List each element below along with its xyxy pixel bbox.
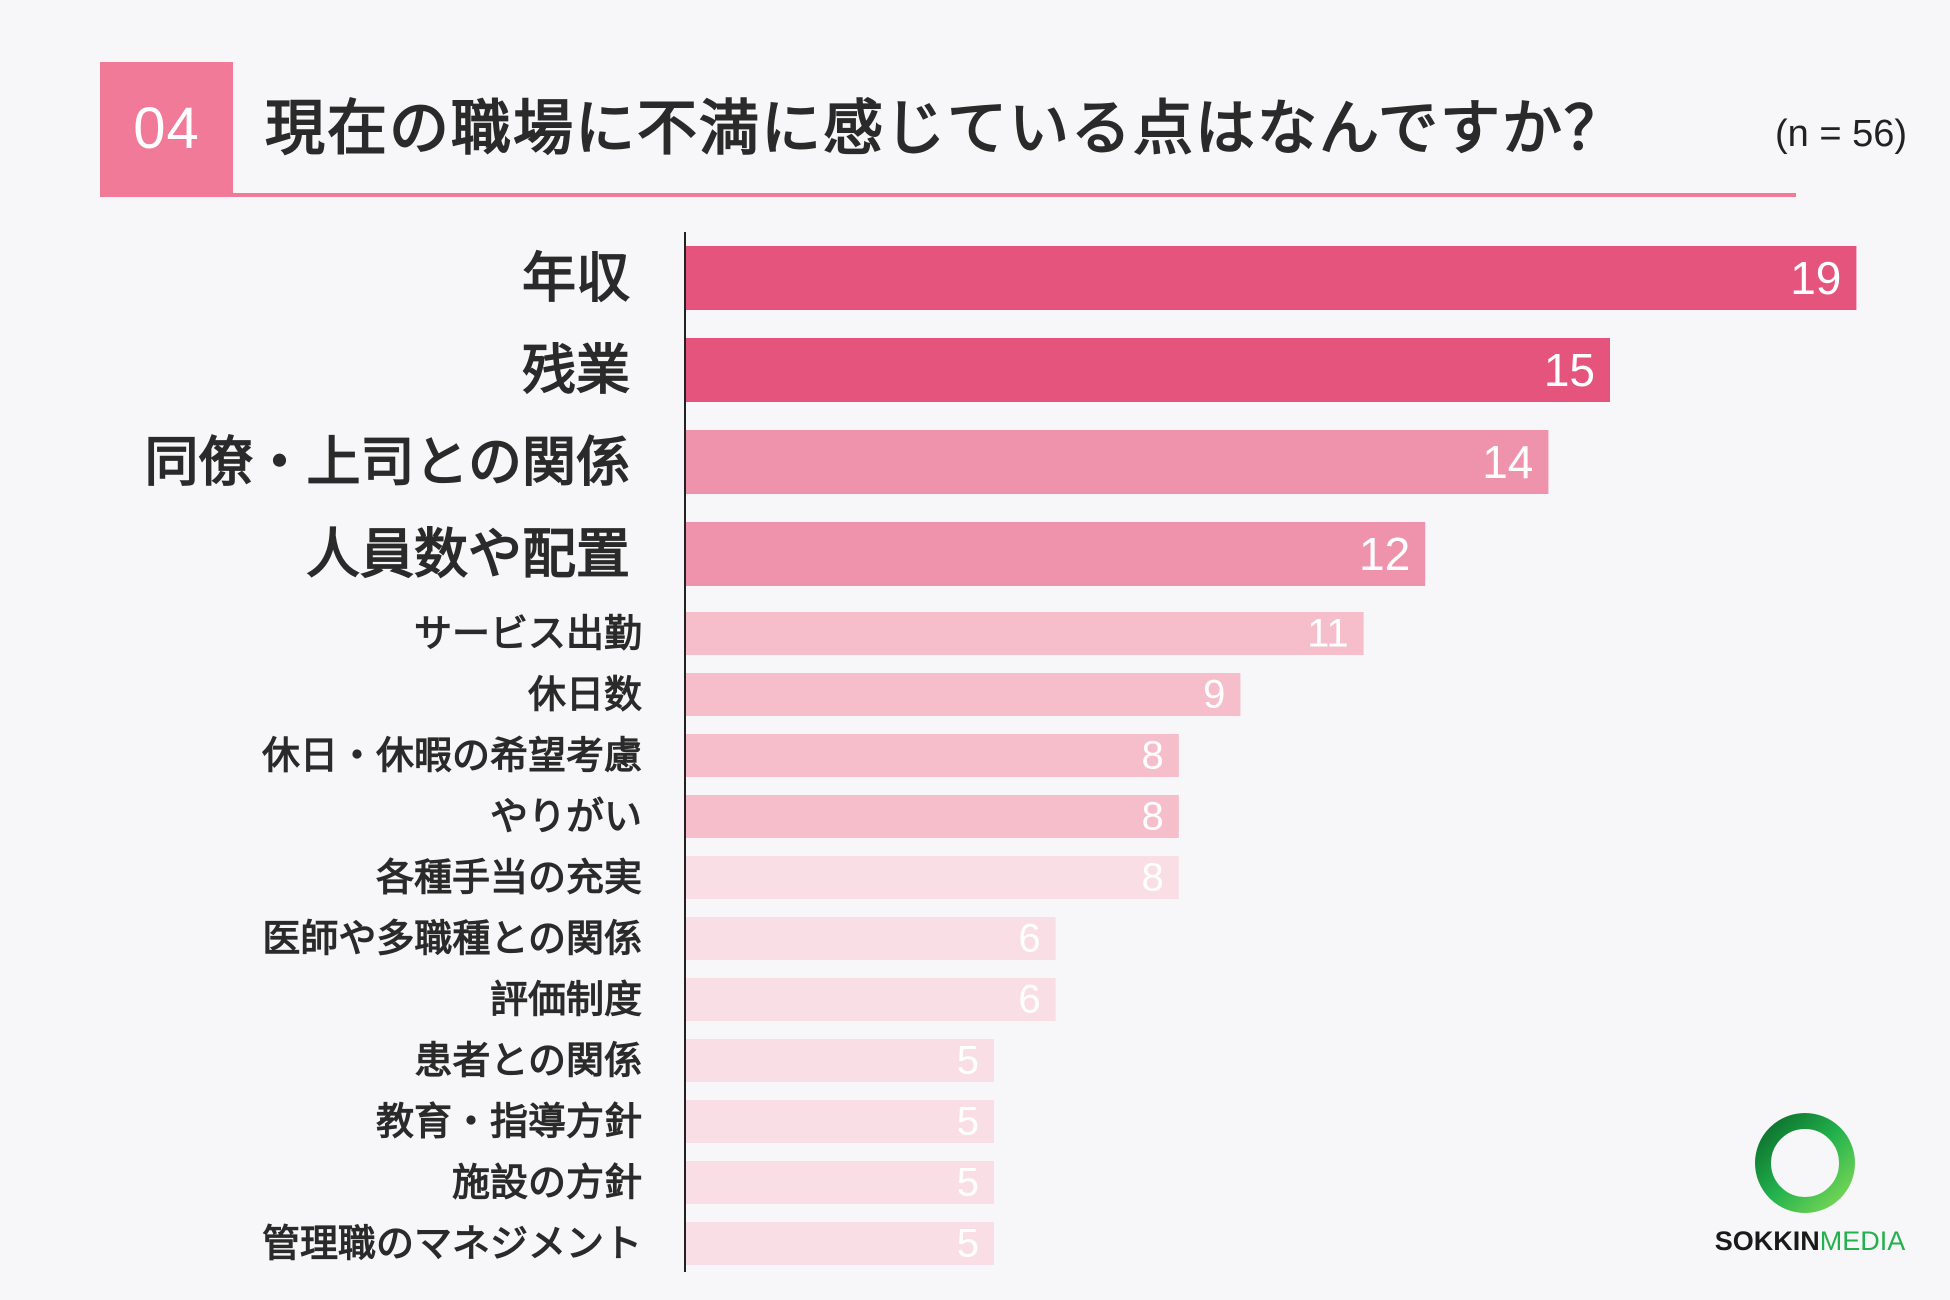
category-label-2: 残業 bbox=[522, 339, 630, 402]
bar-value-label-4: 12 bbox=[1359, 528, 1410, 580]
bar-value-label-1: 19 bbox=[1790, 252, 1841, 304]
bar-value-label-13: 5 bbox=[957, 1100, 979, 1144]
logo-wordmark: SOKKINMEDIA bbox=[1690, 1226, 1930, 1257]
bar-4 bbox=[686, 522, 1426, 586]
category-label-7: 休日・休暇の希望考慮 bbox=[261, 734, 642, 778]
category-label-15: 管理職のマネジメント bbox=[262, 1222, 642, 1266]
bar-value-label-11: 6 bbox=[1018, 978, 1040, 1022]
bar-value-label-8: 8 bbox=[1142, 795, 1164, 839]
bar-5 bbox=[686, 612, 1364, 655]
bar-value-label-2: 15 bbox=[1544, 344, 1595, 396]
bar-1 bbox=[686, 246, 1857, 310]
bar-value-label-9: 8 bbox=[1142, 856, 1164, 900]
bar-value-label-10: 6 bbox=[1018, 917, 1040, 961]
sokkin-media-logo: SOKKINMEDIA bbox=[1690, 1108, 1930, 1268]
bar-value-label-5: 11 bbox=[1307, 612, 1349, 656]
header-divider bbox=[100, 193, 1796, 197]
category-label-1: 年収 bbox=[522, 247, 630, 310]
bar-15 bbox=[686, 1222, 994, 1265]
bar-12 bbox=[686, 1039, 994, 1082]
logo-wordmark-part1: SOKKIN bbox=[1714, 1226, 1820, 1256]
bar-7 bbox=[686, 734, 1179, 777]
category-label-9: 各種手当の充実 bbox=[376, 856, 642, 900]
sample-size-label: (n = 56) bbox=[1775, 113, 1908, 155]
logo-ring-icon bbox=[1755, 1113, 1855, 1213]
bar-value-label-14: 5 bbox=[957, 1161, 979, 1205]
bar-value-label-12: 5 bbox=[957, 1039, 979, 1083]
bar-3 bbox=[686, 430, 1549, 494]
category-label-11: 評価制度 bbox=[490, 978, 642, 1022]
question-number-badge: 04 bbox=[100, 62, 233, 195]
bar-value-label-7: 8 bbox=[1142, 734, 1164, 778]
bar-value-label-15: 5 bbox=[957, 1222, 979, 1266]
bar-10 bbox=[686, 917, 1056, 960]
chart-title: 現在の職場に不満に感じている点はなんですか？ bbox=[265, 94, 1626, 164]
bar-8 bbox=[686, 795, 1179, 838]
logo-wordmark-part2: MEDIA bbox=[1819, 1226, 1906, 1256]
bar-11 bbox=[686, 978, 1056, 1021]
category-label-4: 人員数や配置 bbox=[306, 523, 630, 586]
bar-14 bbox=[686, 1161, 994, 1204]
category-label-6: 休日数 bbox=[527, 673, 642, 717]
bar-6 bbox=[686, 673, 1241, 716]
category-label-8: やりがい bbox=[490, 795, 642, 839]
bar-9 bbox=[686, 856, 1179, 899]
bar-value-label-6: 9 bbox=[1203, 673, 1225, 717]
category-label-5: サービス出勤 bbox=[414, 612, 642, 656]
category-label-10: 医師や多職種との関係 bbox=[262, 917, 642, 961]
bar-value-label-3: 14 bbox=[1482, 436, 1533, 488]
bar-13 bbox=[686, 1100, 994, 1143]
category-label-13: 教育・指導方針 bbox=[376, 1100, 642, 1144]
category-label-12: 患者との関係 bbox=[414, 1039, 642, 1083]
category-label-3: 同僚・上司との関係 bbox=[145, 431, 630, 494]
bar-2 bbox=[686, 338, 1610, 402]
category-label-14: 施設の方針 bbox=[452, 1161, 642, 1205]
